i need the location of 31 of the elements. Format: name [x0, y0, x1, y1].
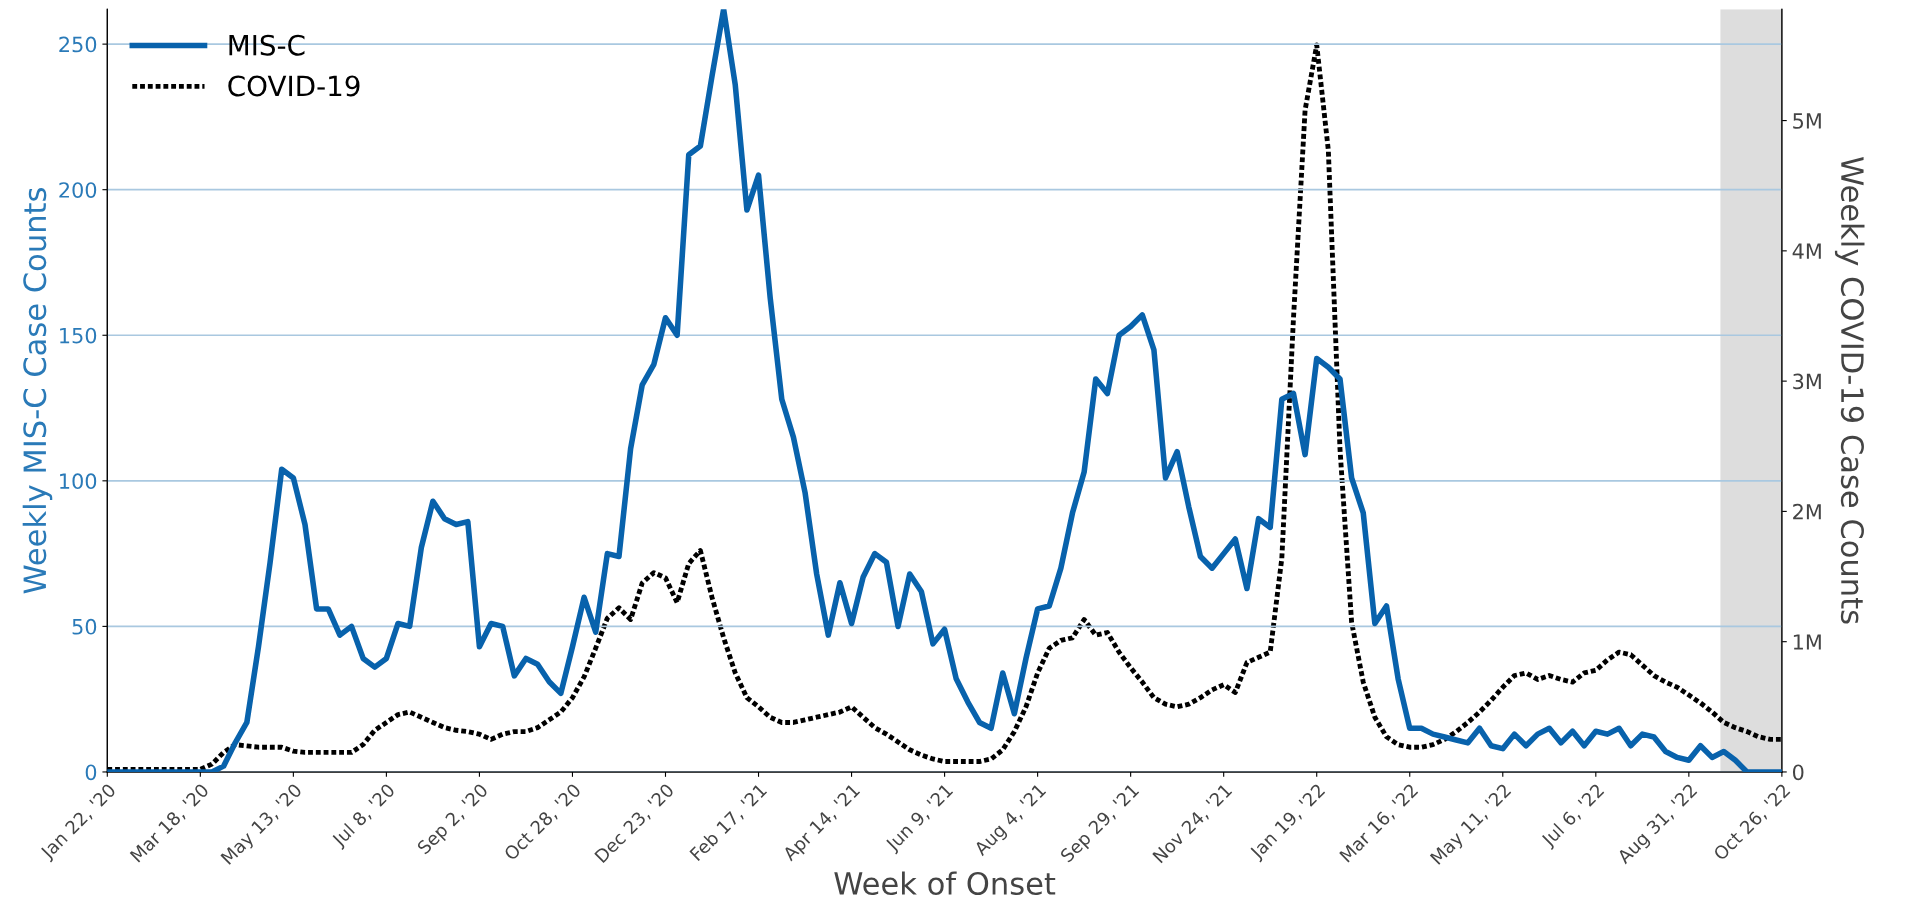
x-axis-title: Week of Onset: [834, 871, 1056, 896]
y-tick-label: 200: [59, 182, 97, 198]
y2-tick-label: 0: [1792, 764, 1804, 781]
y-axis-title: Weekly MIS-C Case Counts: [22, 188, 53, 594]
x-tick-label: Dec 23, '20: [594, 782, 676, 865]
x-tick-label: Oct 28, '20: [503, 782, 583, 863]
x-tick-label: Nov 24, '21: [1152, 783, 1234, 865]
y2-tick-label: 2M: [1793, 503, 1821, 520]
y2-tick-label: 1M: [1793, 634, 1821, 650]
x-tick-label: Oct 26, '22: [1712, 783, 1792, 863]
x-tick-label: Apr 14, '21: [781, 783, 863, 865]
x-tick-label: Jul 6, '22: [1539, 782, 1607, 851]
x-tick-label: Sep 29, '21: [1059, 783, 1142, 866]
y-tick-label: 0: [85, 764, 97, 781]
y2-tick-label: 3M: [1793, 373, 1821, 390]
y2-tick-label: 5M: [1793, 113, 1821, 129]
y-tick-label: 100: [60, 473, 97, 490]
x-tick-label: Mar 18, '20: [129, 782, 211, 864]
y-tick-label: 250: [59, 36, 97, 53]
x-tick-label: Jun 9, '21: [884, 783, 956, 855]
x-tick-label: Jul 8, '20: [330, 782, 398, 851]
x-tick-label: Sep 2, '20: [416, 782, 491, 858]
y-tick-label: 150: [60, 327, 97, 344]
y-tick-label: 50: [72, 618, 97, 635]
x-tick-label: Feb 17, '21: [689, 782, 769, 863]
x-tick-label: Jan 22, '20: [39, 782, 119, 863]
y2-axis-title: Weekly COVID-19 Case Counts: [1834, 157, 1865, 624]
legend-label: COVID-19: [228, 75, 360, 97]
x-tick-label: Jan 19, '22: [1248, 783, 1328, 863]
y2-tick-label: 4M: [1792, 243, 1821, 259]
legend-label: MIS-C: [229, 34, 305, 56]
